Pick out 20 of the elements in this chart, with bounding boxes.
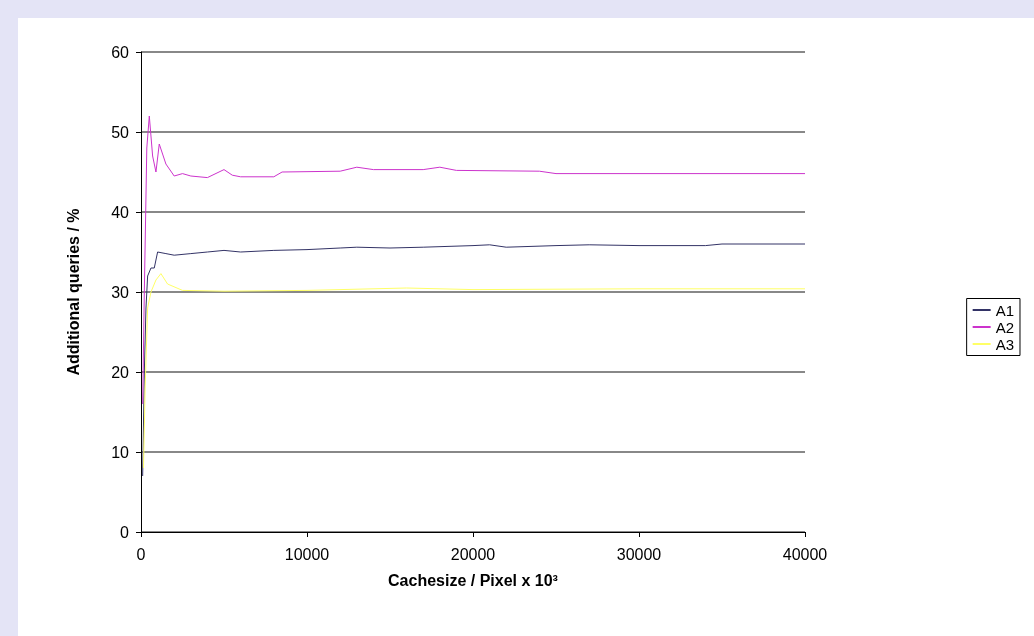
legend-label: A3: [995, 335, 1015, 353]
y-tick-label: 0: [120, 523, 130, 541]
y-tick-label: 30: [111, 283, 130, 301]
line-series: [142, 115, 806, 405]
x-tick-label: 0: [136, 545, 146, 563]
line-series: [142, 273, 806, 469]
x-tick-label: 40000: [782, 545, 828, 563]
y-tick-label: 50: [111, 123, 130, 141]
x-tick-label: 30000: [616, 545, 662, 563]
legend-label: A2: [995, 318, 1015, 336]
y-tick-label: 40: [111, 203, 130, 221]
y-axis-title: Additional queries / %: [64, 208, 82, 376]
legend-label: A1: [995, 301, 1015, 319]
y-tick-label: 10: [111, 443, 130, 461]
x-tick-label: 20000: [450, 545, 496, 563]
x-tick-label: 10000: [284, 545, 330, 563]
y-tick-label: 20: [111, 363, 130, 381]
x-axis-title: Cachesize / Pixel x 10³: [388, 571, 558, 589]
line-series: [142, 243, 806, 477]
y-tick-label: 60: [111, 43, 130, 61]
